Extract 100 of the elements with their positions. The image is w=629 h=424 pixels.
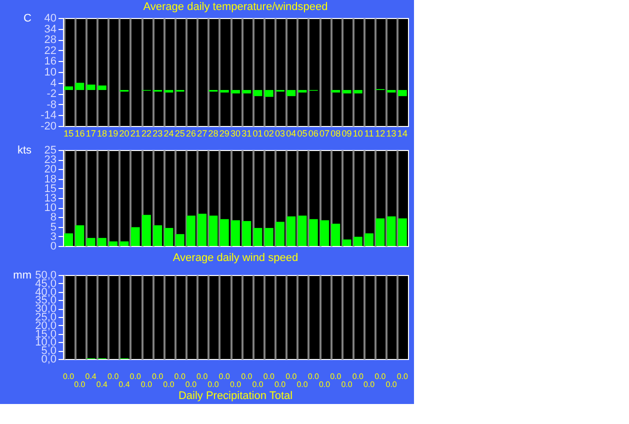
bar xyxy=(220,90,229,93)
bar xyxy=(398,90,407,96)
bar xyxy=(164,228,174,246)
data-label: 0.0 xyxy=(74,380,86,389)
bar xyxy=(98,86,106,90)
y-tick-label: 28 xyxy=(44,34,56,46)
data-label: 0.0 xyxy=(218,372,230,381)
bar xyxy=(153,225,162,246)
y-tick-label: 34 xyxy=(44,23,56,36)
data-label: 0.4 xyxy=(118,380,130,389)
bar xyxy=(75,225,84,246)
data-label: 0.0 xyxy=(318,380,331,389)
data-label: 0.4 xyxy=(96,380,108,389)
bar xyxy=(276,222,284,246)
data-label: 0.0 xyxy=(286,372,298,381)
bar xyxy=(342,239,352,246)
y-axis-title: C xyxy=(24,12,32,24)
bar xyxy=(386,90,396,93)
bar xyxy=(231,90,240,94)
data-label: 0.0 xyxy=(63,372,75,381)
data-label: 0.4 xyxy=(85,372,97,381)
data-label: 0.0 xyxy=(108,372,120,381)
x-tick-label: 05 xyxy=(297,128,308,138)
bar xyxy=(253,228,262,246)
y-tick-label: -20 xyxy=(40,120,56,132)
bar xyxy=(364,233,374,246)
data-label: 0.0 xyxy=(386,380,398,389)
bar xyxy=(186,216,196,246)
y-axis-title: mm xyxy=(13,270,32,282)
bar xyxy=(120,241,129,246)
data-label: 0.0 xyxy=(152,372,164,381)
y-tick-label: 3 xyxy=(50,230,56,243)
y-tick-label: 40 xyxy=(44,12,56,24)
x-tick-label: 07 xyxy=(320,128,330,138)
x-tick-label: 12 xyxy=(375,128,386,138)
data-label: 0.0 xyxy=(396,372,409,381)
bar xyxy=(286,216,296,246)
x-tick-label: 09 xyxy=(342,128,352,138)
data-label: 0.0 xyxy=(208,380,220,389)
bar xyxy=(86,84,96,90)
data-label: 0.0 xyxy=(252,380,264,389)
x-tick-label: 15 xyxy=(64,128,74,138)
x-tick-label: 10 xyxy=(352,128,363,138)
text: Average daily wind speed xyxy=(172,252,298,264)
x-tick-label: 30 xyxy=(230,128,241,138)
bar xyxy=(198,214,207,246)
bar xyxy=(86,238,96,246)
data-label: 0.0 xyxy=(296,380,308,389)
data-label: 0.0 xyxy=(130,372,142,381)
data-label: 0.0 xyxy=(174,372,186,381)
bar xyxy=(353,236,362,246)
bar xyxy=(142,214,151,246)
bar xyxy=(331,224,340,246)
data-label: 0.0 xyxy=(308,372,320,381)
bar xyxy=(108,241,118,246)
bar xyxy=(231,220,240,246)
x-tick-label: 24 xyxy=(164,128,174,138)
bar xyxy=(376,218,385,246)
text: Daily Precipitation Total xyxy=(178,390,293,402)
bar xyxy=(98,238,106,246)
y-tick-label: -14 xyxy=(40,110,56,122)
x-tick-label: 17 xyxy=(86,128,96,138)
bar xyxy=(286,90,296,96)
x-tick-label: 04 xyxy=(286,128,296,138)
x-tick-label: 20 xyxy=(119,128,130,138)
bar xyxy=(331,90,340,93)
y-tick-label: 25 xyxy=(44,144,56,156)
y-tick-label: 10 xyxy=(44,66,56,78)
bar xyxy=(253,90,262,96)
x-tick-label: 02 xyxy=(264,128,274,138)
bar xyxy=(175,234,184,246)
y-tick-label: 15 xyxy=(44,182,56,195)
y-tick-label: 23 xyxy=(44,154,56,166)
data-label: 0.0 xyxy=(341,380,353,389)
data-label: 0.0 xyxy=(274,380,286,389)
y-tick-label: 5 xyxy=(50,221,56,234)
data-label: 0.0 xyxy=(352,372,364,381)
x-tick-label: 22 xyxy=(141,128,152,138)
bar xyxy=(75,82,84,90)
y-tick-label: 13 xyxy=(44,192,56,204)
bar xyxy=(264,228,274,246)
data-label: 0.0 xyxy=(140,380,153,389)
y-tick-label: 10 xyxy=(44,202,56,214)
data-label: 0.0 xyxy=(230,380,242,389)
x-tick-label: 29 xyxy=(219,128,230,138)
x-tick-label: 23 xyxy=(152,128,163,138)
data-label: 0.0 xyxy=(330,372,342,381)
data-label: 0.0 xyxy=(374,372,386,381)
data-label: 0.0 xyxy=(185,380,198,389)
x-tick-label: 28 xyxy=(208,128,218,138)
y-tick-label: 0,0 xyxy=(41,354,56,366)
data-label: 0.0 xyxy=(241,372,253,381)
data-label: 0.0 xyxy=(196,372,208,381)
bar xyxy=(220,219,229,246)
y-tick-label: 20 xyxy=(44,164,56,176)
bar xyxy=(298,90,307,93)
data-label: 0.0 xyxy=(163,380,175,389)
x-tick-label: 03 xyxy=(275,128,286,138)
bar xyxy=(353,90,362,94)
y-axis-title: kts xyxy=(17,144,32,156)
